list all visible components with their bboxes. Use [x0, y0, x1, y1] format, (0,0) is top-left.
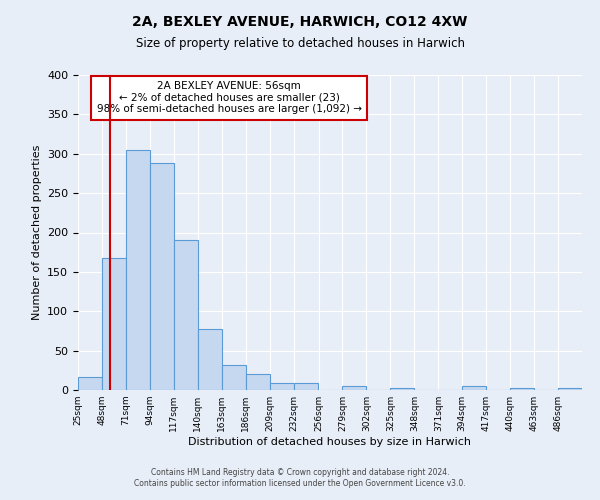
Bar — [78, 378, 102, 390]
Bar — [462, 386, 486, 390]
Text: Contains HM Land Registry data © Crown copyright and database right 2024.
Contai: Contains HM Land Registry data © Crown c… — [134, 468, 466, 487]
Text: 2A BEXLEY AVENUE: 56sqm
← 2% of detached houses are smaller (23)
98% of semi-det: 2A BEXLEY AVENUE: 56sqm ← 2% of detached… — [97, 82, 362, 114]
Y-axis label: Number of detached properties: Number of detached properties — [32, 145, 41, 320]
Bar — [126, 150, 150, 390]
Bar — [558, 388, 582, 390]
Text: Size of property relative to detached houses in Harwich: Size of property relative to detached ho… — [136, 38, 464, 51]
Bar — [198, 328, 222, 390]
Bar — [391, 388, 415, 390]
Bar — [102, 258, 126, 390]
Bar — [269, 383, 293, 390]
Bar — [150, 163, 174, 390]
Bar — [222, 365, 245, 390]
Bar — [293, 383, 317, 390]
Bar — [174, 240, 198, 390]
Bar — [343, 386, 367, 390]
Bar — [510, 388, 534, 390]
X-axis label: Distribution of detached houses by size in Harwich: Distribution of detached houses by size … — [188, 437, 472, 447]
Bar — [245, 374, 269, 390]
Text: 2A, BEXLEY AVENUE, HARWICH, CO12 4XW: 2A, BEXLEY AVENUE, HARWICH, CO12 4XW — [133, 15, 467, 29]
